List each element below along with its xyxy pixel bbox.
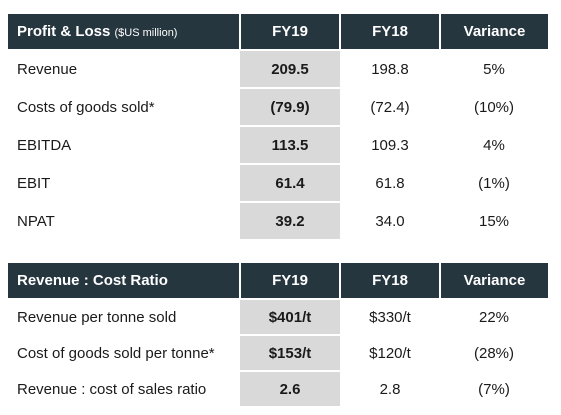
- column-header-fy19: FY19: [239, 263, 340, 300]
- table-header-row: Revenue : Cost Ratio FY19 FY18 Variance: [8, 263, 548, 300]
- table-row: Costs of goods sold* (79.9) (72.4) (10%): [8, 88, 548, 127]
- variance-value: 22%: [440, 299, 548, 336]
- fy18-value: 2.8: [340, 371, 440, 408]
- row-label: EBITDA: [8, 126, 240, 165]
- fy18-value: $330/t: [340, 299, 440, 336]
- fy19-value: 209.5: [240, 50, 340, 89]
- variance-value: 4%: [440, 126, 548, 165]
- table-row: Revenue 209.5 198.8 5%: [8, 50, 548, 89]
- variance-value: 15%: [440, 202, 548, 241]
- table-row: EBITDA 113.5 109.3 4%: [8, 126, 548, 165]
- column-header-fy19: FY19: [239, 14, 340, 51]
- column-header-fy18: FY18: [339, 263, 440, 300]
- fy19-value: 39.2: [240, 202, 340, 241]
- fy18-value: 34.0: [340, 202, 440, 241]
- row-label: Cost of goods sold per tonne*: [8, 335, 240, 372]
- row-label: NPAT: [8, 202, 240, 241]
- variance-value: 5%: [440, 50, 548, 89]
- column-header-variance: Variance: [439, 263, 548, 300]
- unit-label: ($US million): [114, 27, 178, 39]
- variance-value: (28%): [440, 335, 548, 372]
- variance-value: (1%): [440, 164, 548, 203]
- fy19-value: (79.9): [240, 88, 340, 127]
- table-row: NPAT 39.2 34.0 15%: [8, 202, 548, 241]
- table-header-row: Profit & Loss ($US million) FY19 FY18 Va…: [8, 14, 548, 51]
- variance-value: (7%): [440, 371, 548, 408]
- table-title-text: Profit & Loss: [17, 23, 111, 40]
- row-label: Costs of goods sold*: [8, 88, 240, 127]
- fy19-value: $153/t: [240, 335, 340, 372]
- fy19-value: $401/t: [240, 299, 340, 336]
- fy18-value: (72.4): [340, 88, 440, 127]
- row-label: Revenue : cost of sales ratio: [8, 371, 240, 408]
- fy18-value: 198.8: [340, 50, 440, 89]
- table-row: EBIT 61.4 61.8 (1%): [8, 164, 548, 203]
- table-row: Revenue : cost of sales ratio 2.6 2.8 (7…: [8, 371, 548, 408]
- fy18-value: 109.3: [340, 126, 440, 165]
- fy19-value: 61.4: [240, 164, 340, 203]
- column-header-variance: Variance: [439, 14, 548, 51]
- row-label: Revenue per tonne sold: [8, 299, 240, 336]
- table-title: Profit & Loss ($US million): [8, 14, 240, 51]
- fy19-value: 113.5: [240, 126, 340, 165]
- fy19-value: 2.6: [240, 371, 340, 408]
- row-label: Revenue: [8, 50, 240, 89]
- fy18-value: $120/t: [340, 335, 440, 372]
- table-row: Cost of goods sold per tonne* $153/t $12…: [8, 335, 548, 372]
- profit-loss-table: Profit & Loss ($US million) FY19 FY18 Va…: [8, 14, 548, 241]
- table-row: Revenue per tonne sold $401/t $330/t 22%: [8, 299, 548, 336]
- row-label: EBIT: [8, 164, 240, 203]
- column-header-fy18: FY18: [339, 14, 440, 51]
- variance-value: (10%): [440, 88, 548, 127]
- table-title: Revenue : Cost Ratio: [8, 263, 240, 300]
- revenue-cost-ratio-table: Revenue : Cost Ratio FY19 FY18 Variance …: [8, 263, 548, 408]
- fy18-value: 61.8: [340, 164, 440, 203]
